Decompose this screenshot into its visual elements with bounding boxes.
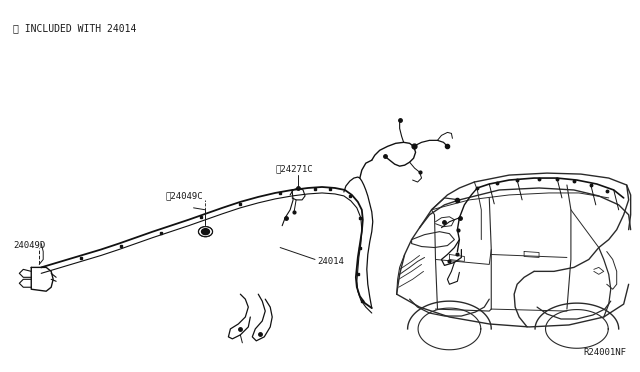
Text: ※24271C: ※24271C (275, 164, 313, 173)
Ellipse shape (198, 227, 212, 237)
Text: R24001NF: R24001NF (584, 348, 627, 357)
Text: ※ INCLUDED WITH 24014: ※ INCLUDED WITH 24014 (13, 23, 137, 33)
Ellipse shape (202, 229, 209, 235)
Ellipse shape (198, 227, 212, 237)
Text: 24049D: 24049D (13, 241, 45, 250)
Text: 24014: 24014 (317, 257, 344, 266)
Text: ※24049C: ※24049C (166, 191, 204, 200)
